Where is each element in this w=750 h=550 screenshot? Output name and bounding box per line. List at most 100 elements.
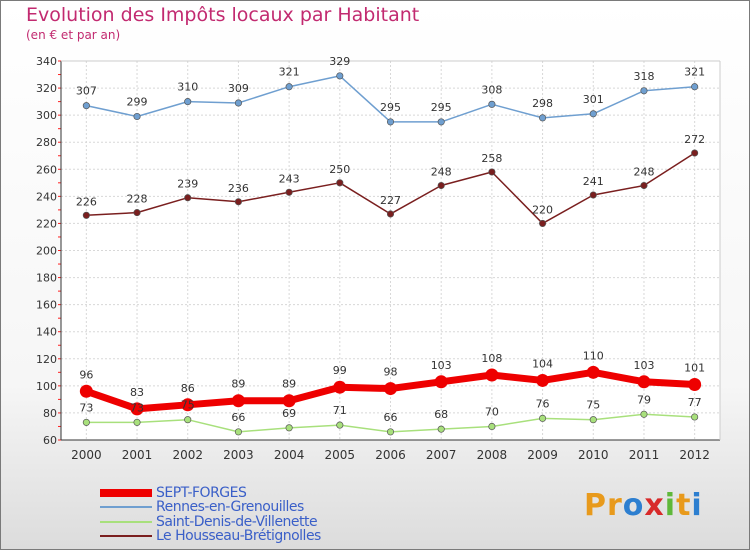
data-point-sept-forges-2004 (282, 394, 296, 408)
data-label-le-housseau-br-tignolles-2012: 272 (684, 133, 705, 146)
y-tick-label-180: 180 (36, 272, 57, 285)
data-point-saint-denis-de-villenette-2005 (336, 421, 344, 429)
chart-subtitle: (en € et par an) (26, 28, 121, 42)
x-tick-label-2011: 2011 (629, 448, 660, 462)
data-label-rennes-en-grenouilles-2006: 295 (380, 101, 401, 114)
data-point-sept-forges-2007 (434, 375, 448, 389)
data-point-sept-forges-2012 (688, 378, 702, 392)
y-tick-label-200: 200 (36, 245, 57, 258)
data-point-rennes-en-grenouilles-2000 (82, 102, 90, 110)
data-point-saint-denis-de-villenette-2002 (184, 416, 192, 424)
data-label-saint-denis-de-villenette-2008: 70 (485, 405, 499, 418)
data-point-saint-denis-de-villenette-2003 (234, 428, 242, 436)
data-point-rennes-en-grenouilles-2011 (640, 87, 648, 95)
data-label-rennes-en-grenouilles-2009: 298 (532, 97, 553, 110)
x-tick-label-2012: 2012 (679, 448, 710, 462)
data-label-sept-forges-2012: 101 (684, 362, 705, 375)
legend-item-sept-forges: SEPT-FORGES (100, 485, 247, 501)
logo-letter: o (622, 488, 645, 523)
x-tick-label-2005: 2005 (325, 448, 356, 462)
x-tick-label-2008: 2008 (477, 448, 508, 462)
x-tick-label-2004: 2004 (274, 448, 305, 462)
legend-label-saint-denis: Saint-Denis-de-Villenette (156, 514, 318, 530)
legend-label-sept-forges: SEPT-FORGES (156, 485, 247, 501)
data-label-rennes-en-grenouilles-2000: 307 (76, 85, 97, 98)
data-point-le-housseau-br-tignolles-2006 (386, 210, 395, 218)
data-point-sept-forges-2005 (333, 380, 347, 394)
data-label-saint-denis-de-villenette-2005: 71 (333, 404, 347, 417)
data-point-saint-denis-de-villenette-2012 (691, 413, 699, 421)
data-point-le-housseau-br-tignolles-2012 (691, 149, 699, 157)
data-point-le-housseau-br-tignolles-2008 (488, 168, 496, 176)
data-point-sept-forges-2002 (181, 398, 195, 412)
data-point-le-housseau-br-tignolles-2002 (184, 194, 192, 202)
data-point-saint-denis-de-villenette-2001 (133, 418, 141, 426)
data-label-saint-denis-de-villenette-2000: 73 (79, 401, 93, 414)
data-point-saint-denis-de-villenette-2009 (539, 414, 547, 422)
data-label-saint-denis-de-villenette-2007: 68 (434, 408, 448, 421)
y-tick-label-100: 100 (36, 380, 57, 393)
data-point-sept-forges-2006 (384, 382, 397, 396)
y-tick-label-80: 80 (43, 407, 57, 420)
logo-letter: t (676, 488, 692, 523)
legend-swatch-sept-forges (100, 489, 152, 497)
data-point-rennes-en-grenouilles-2003 (234, 99, 242, 107)
data-label-le-housseau-br-tignolles-2002: 239 (177, 178, 198, 191)
data-point-saint-denis-de-villenette-2006 (386, 428, 395, 436)
data-label-sept-forges-2008: 108 (481, 352, 502, 365)
data-label-le-housseau-br-tignolles-2009: 220 (532, 203, 553, 216)
legend-item-saint-denis: Saint-Denis-de-Villenette (100, 514, 318, 530)
legend-swatch-saint-denis (100, 521, 152, 523)
data-label-sept-forges-2001: 83 (130, 386, 144, 399)
data-label-saint-denis-de-villenette-2001: 73 (130, 401, 144, 414)
data-point-le-housseau-br-tignolles-2011 (640, 181, 648, 190)
data-point-rennes-en-grenouilles-2008 (488, 100, 496, 108)
data-label-sept-forges-2002: 86 (181, 382, 195, 395)
data-point-le-housseau-br-tignolles-2004 (285, 188, 293, 196)
y-tick-label-160: 160 (36, 299, 57, 312)
data-label-sept-forges-2011: 103 (633, 359, 654, 372)
y-tick-label-260: 260 (36, 163, 57, 176)
data-label-le-housseau-br-tignolles-2003: 236 (228, 182, 249, 195)
y-tick-label-240: 240 (36, 190, 57, 203)
chart-title: Evolution des Impôts locaux par Habitant (26, 4, 420, 26)
data-label-saint-denis-de-villenette-2010: 75 (586, 399, 600, 412)
data-label-le-housseau-br-tignolles-2004: 243 (279, 172, 300, 185)
data-point-rennes-en-grenouilles-2005 (336, 72, 344, 80)
logo-letter: x (644, 488, 665, 523)
data-label-rennes-en-grenouilles-2010: 301 (583, 93, 604, 106)
logo-letter: i (664, 488, 677, 523)
data-point-le-housseau-br-tignolles-2001 (133, 209, 141, 217)
y-tick-label-300: 300 (36, 109, 57, 122)
legend-label-housseau: Le Housseau-Brétignolles (156, 528, 321, 544)
data-label-le-housseau-br-tignolles-2008: 258 (481, 152, 502, 165)
data-label-le-housseau-br-tignolles-2011: 248 (633, 166, 654, 179)
data-label-saint-denis-de-villenette-2011: 79 (637, 393, 651, 406)
x-tick-label-2000: 2000 (71, 448, 102, 462)
data-label-rennes-en-grenouilles-2008: 308 (481, 83, 502, 96)
data-point-le-housseau-br-tignolles-2009 (539, 219, 547, 227)
data-point-sept-forges-2000 (79, 384, 93, 398)
data-point-rennes-en-grenouilles-2002 (184, 98, 192, 106)
data-point-rennes-en-grenouilles-2001 (133, 112, 141, 121)
data-label-sept-forges-2009: 104 (532, 357, 553, 370)
data-point-rennes-en-grenouilles-2007 (437, 118, 445, 126)
data-label-rennes-en-grenouilles-2001: 299 (127, 95, 148, 108)
data-label-rennes-en-grenouilles-2007: 295 (431, 101, 452, 114)
data-label-rennes-en-grenouilles-2011: 318 (633, 70, 654, 83)
logo-letter: i (691, 488, 703, 523)
y-tick-label-220: 220 (36, 217, 57, 230)
data-label-saint-denis-de-villenette-2006: 66 (384, 411, 398, 424)
data-label-le-housseau-br-tignolles-2006: 227 (380, 194, 401, 207)
proxiti-logo: Proxiti (584, 488, 703, 523)
data-point-rennes-en-grenouilles-2004 (285, 83, 293, 91)
x-tick-label-2009: 2009 (527, 448, 558, 462)
data-label-saint-denis-de-villenette-2004: 69 (282, 407, 296, 420)
data-label-sept-forges-2004: 89 (282, 378, 296, 391)
data-label-le-housseau-br-tignolles-2010: 241 (583, 175, 604, 188)
legend-label-rennes: Rennes-en-Grenouilles (156, 499, 304, 515)
data-label-le-housseau-br-tignolles-2007: 248 (431, 166, 452, 179)
data-point-saint-denis-de-villenette-2007 (437, 425, 445, 433)
data-point-saint-denis-de-villenette-2004 (285, 424, 293, 432)
